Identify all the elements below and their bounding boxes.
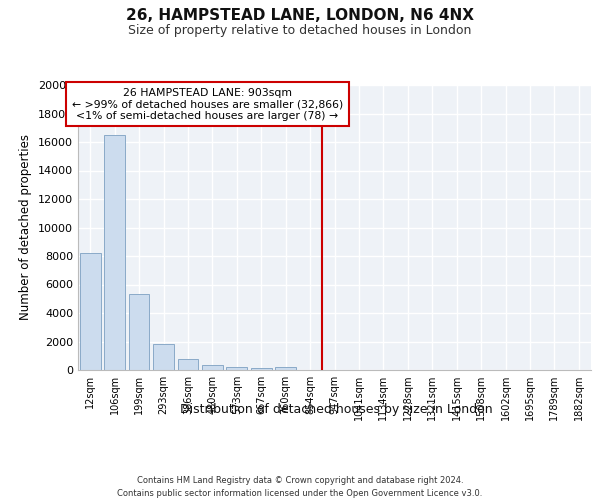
Text: 26, HAMPSTEAD LANE, LONDON, N6 4NX: 26, HAMPSTEAD LANE, LONDON, N6 4NX (126, 8, 474, 22)
Text: Contains HM Land Registry data © Crown copyright and database right 2024.
Contai: Contains HM Land Registry data © Crown c… (118, 476, 482, 498)
Bar (178, 360, 199, 370)
Text: Size of property relative to detached houses in London: Size of property relative to detached ho… (128, 24, 472, 37)
Y-axis label: Number of detached properties: Number of detached properties (19, 134, 32, 320)
Bar (251, 368, 272, 370)
Bar (80, 253, 101, 370)
Bar (104, 135, 125, 370)
Bar (226, 367, 247, 370)
Bar (128, 294, 149, 370)
Bar (202, 366, 223, 370)
Bar (153, 344, 174, 370)
Text: 26 HAMPSTEAD LANE: 903sqm
← >99% of detached houses are smaller (32,866)
<1% of : 26 HAMPSTEAD LANE: 903sqm ← >99% of deta… (72, 88, 343, 121)
Bar (275, 367, 296, 370)
Text: Distribution of detached houses by size in London: Distribution of detached houses by size … (179, 402, 493, 415)
